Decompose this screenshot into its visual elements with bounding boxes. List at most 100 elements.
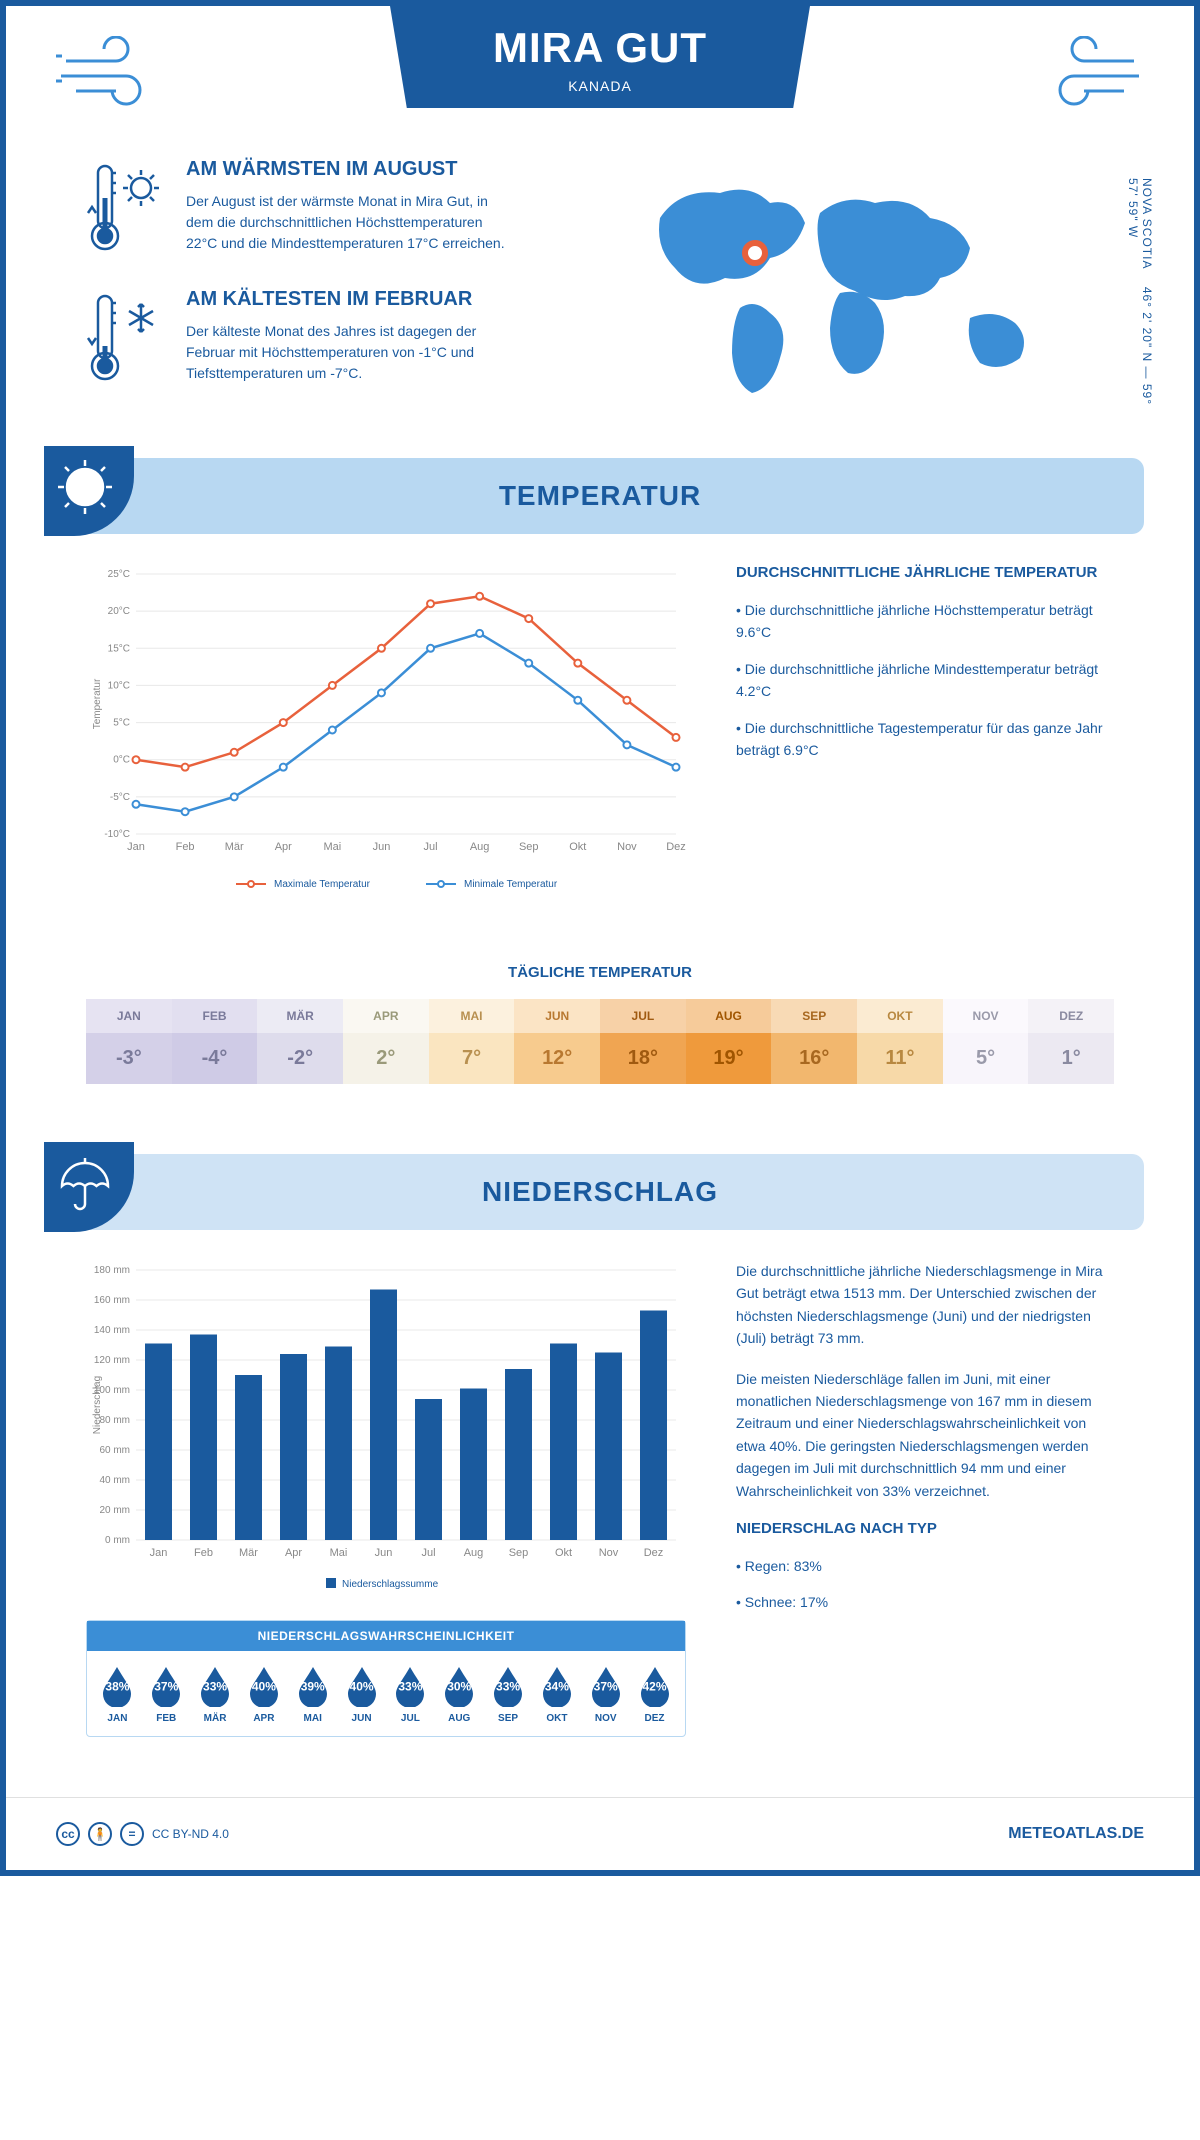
prob-cell: 38% JAN xyxy=(93,1663,142,1724)
temperature-info: DURCHSCHNITTLICHE JÄHRLICHE TEMPERATUR •… xyxy=(736,564,1114,904)
svg-text:180 mm: 180 mm xyxy=(94,1265,130,1276)
wind-icon xyxy=(56,36,166,116)
svg-text:Okt: Okt xyxy=(569,841,586,853)
svg-text:15°C: 15°C xyxy=(108,643,130,654)
umbrella-icon xyxy=(44,1142,134,1232)
prob-cell: 37% FEB xyxy=(142,1663,191,1724)
temp-cell: AUG 19° xyxy=(686,999,772,1084)
svg-text:Jul: Jul xyxy=(421,1547,435,1559)
svg-text:Dez: Dez xyxy=(666,841,686,853)
thermometer-snow-icon xyxy=(86,288,166,388)
info-bullet: • Die durchschnittliche jährliche Mindes… xyxy=(736,658,1114,703)
by-icon: 🧍 xyxy=(88,1822,112,1846)
temp-cell: JUL 18° xyxy=(600,999,686,1084)
temp-cell: APR 2° xyxy=(343,999,429,1084)
svg-text:Aug: Aug xyxy=(464,1547,484,1559)
map-col: NOVA SCOTIA 46° 2' 20" N — 59° 57' 59" W xyxy=(630,158,1114,418)
wind-icon xyxy=(1034,36,1144,116)
warmest-fact: AM WÄRMSTEN IM AUGUST Der August ist der… xyxy=(86,158,570,258)
svg-text:Okt: Okt xyxy=(555,1547,572,1559)
svg-text:-5°C: -5°C xyxy=(110,792,130,803)
svg-text:Niederschlagssumme: Niederschlagssumme xyxy=(342,1579,439,1590)
svg-text:Jan: Jan xyxy=(150,1547,168,1559)
temperature-banner: TEMPERATUR xyxy=(56,458,1144,534)
svg-text:Feb: Feb xyxy=(194,1547,213,1559)
prob-cell: 33% JUL xyxy=(386,1663,435,1724)
svg-text:Jun: Jun xyxy=(373,841,391,853)
info-bullet: • Die durchschnittliche jährliche Höchst… xyxy=(736,599,1114,644)
svg-text:140 mm: 140 mm xyxy=(94,1325,130,1336)
info-bullet: • Die durchschnittliche Tagestemperatur … xyxy=(736,717,1114,762)
svg-text:60 mm: 60 mm xyxy=(99,1445,130,1456)
probability-title: NIEDERSCHLAGSWAHRSCHEINLICHKEIT xyxy=(87,1621,685,1651)
temp-cell: DEZ 1° xyxy=(1028,999,1114,1084)
drop-icon: 33% xyxy=(486,1663,530,1707)
drop-icon: 30% xyxy=(437,1663,481,1707)
banner-title: TEMPERATUR xyxy=(78,480,1122,512)
daily-temp-table: JAN -3° FEB -4° MÄR -2° APR 2° MAI 7° JU… xyxy=(86,999,1114,1084)
drop-icon: 40% xyxy=(242,1663,286,1707)
svg-text:Aug: Aug xyxy=(470,841,490,853)
drop-icon: 37% xyxy=(144,1663,188,1707)
facts-col: AM WÄRMSTEN IM AUGUST Der August ist der… xyxy=(86,158,570,418)
svg-text:Maximale Temperatur: Maximale Temperatur xyxy=(274,879,371,890)
drop-icon: 33% xyxy=(193,1663,237,1707)
svg-text:-10°C: -10°C xyxy=(104,829,130,840)
drop-icon: 39% xyxy=(291,1663,335,1707)
infographic-page: MIRA GUT KANADA xyxy=(0,0,1200,1876)
title-banner: MIRA GUT KANADA xyxy=(390,6,810,108)
header: MIRA GUT KANADA xyxy=(6,6,1194,138)
precipitation-banner: NIEDERSCHLAG xyxy=(56,1154,1144,1230)
temp-cell: SEP 16° xyxy=(771,999,857,1084)
svg-text:160 mm: 160 mm xyxy=(94,1295,130,1306)
drop-icon: 34% xyxy=(535,1663,579,1707)
cc-icon: cc xyxy=(56,1822,80,1846)
license: cc 🧍 = CC BY-ND 4.0 xyxy=(56,1822,229,1846)
license-text: CC BY-ND 4.0 xyxy=(152,1827,229,1841)
temp-cell: OKT 11° xyxy=(857,999,943,1084)
info-title: DURCHSCHNITTLICHE JÄHRLICHE TEMPERATUR xyxy=(736,564,1114,581)
precip-text: Die meisten Niederschläge fallen im Juni… xyxy=(736,1368,1114,1502)
svg-text:20°C: 20°C xyxy=(108,606,130,617)
intro-row: AM WÄRMSTEN IM AUGUST Der August ist der… xyxy=(6,138,1194,458)
prob-cell: 40% APR xyxy=(239,1663,288,1724)
drop-icon: 37% xyxy=(584,1663,628,1707)
fact-title: AM KÄLTESTEN IM FEBRUAR xyxy=(186,288,506,311)
svg-text:Dez: Dez xyxy=(644,1547,664,1559)
svg-text:5°C: 5°C xyxy=(113,718,130,729)
svg-text:10°C: 10°C xyxy=(108,680,130,691)
nd-icon: = xyxy=(120,1822,144,1846)
precip-type-snow: • Schnee: 17% xyxy=(736,1591,1114,1613)
prob-cell: 34% OKT xyxy=(532,1663,581,1724)
svg-text:Mär: Mär xyxy=(225,841,244,853)
svg-text:Jun: Jun xyxy=(375,1547,393,1559)
svg-text:Mär: Mär xyxy=(239,1547,258,1559)
svg-text:Minimale Temperatur: Minimale Temperatur xyxy=(464,879,558,890)
svg-text:Nov: Nov xyxy=(617,841,637,853)
temp-cell: MÄR -2° xyxy=(257,999,343,1084)
svg-text:Apr: Apr xyxy=(285,1547,302,1559)
svg-text:Sep: Sep xyxy=(519,841,539,853)
country-subtitle: KANADA xyxy=(430,78,770,94)
svg-text:Jul: Jul xyxy=(424,841,438,853)
svg-text:Feb: Feb xyxy=(176,841,195,853)
precipitation-chart: 0 mm20 mm40 mm60 mm80 mm100 mm120 mm140 … xyxy=(86,1260,686,1600)
coldest-fact: AM KÄLTESTEN IM FEBRUAR Der kälteste Mon… xyxy=(86,288,570,388)
temp-cell: MAI 7° xyxy=(429,999,515,1084)
svg-text:120 mm: 120 mm xyxy=(94,1355,130,1366)
prob-cell: 30% AUG xyxy=(435,1663,484,1724)
svg-text:Temperatur: Temperatur xyxy=(92,678,103,729)
svg-text:Niederschlag: Niederschlag xyxy=(92,1376,103,1434)
precipitation-section: 0 mm20 mm40 mm60 mm80 mm100 mm120 mm140 … xyxy=(6,1230,1194,1777)
svg-text:80 mm: 80 mm xyxy=(99,1415,130,1426)
daily-temp-title: TÄGLICHE TEMPERATUR xyxy=(6,964,1194,981)
drop-icon: 33% xyxy=(388,1663,432,1707)
prob-cell: 33% SEP xyxy=(484,1663,533,1724)
prob-cell: 37% NOV xyxy=(581,1663,630,1724)
svg-text:0°C: 0°C xyxy=(113,755,130,766)
svg-text:Nov: Nov xyxy=(599,1547,619,1559)
temp-cell: JAN -3° xyxy=(86,999,172,1084)
svg-text:25°C: 25°C xyxy=(108,569,130,580)
svg-text:20 mm: 20 mm xyxy=(99,1505,130,1516)
fact-content: AM KÄLTESTEN IM FEBRUAR Der kälteste Mon… xyxy=(186,288,506,388)
